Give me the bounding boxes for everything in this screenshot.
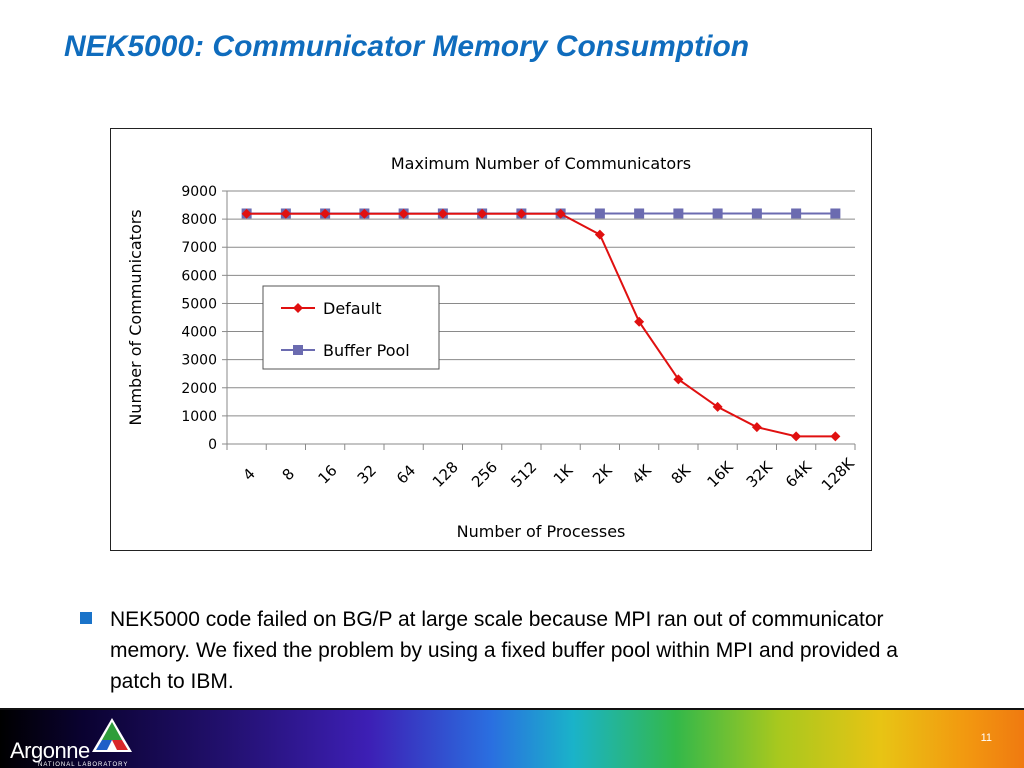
y-tick-label: 5000: [181, 296, 217, 312]
argonne-triangle-icon: [92, 718, 132, 752]
x-tick-label: 16K: [703, 457, 737, 491]
footer-bar: Argonne NATIONAL LABORATORY 11: [0, 708, 1024, 768]
legend-marker-buffer-pool: [293, 345, 303, 355]
y-tick-label: 9000: [181, 184, 217, 200]
data-point-default: [791, 431, 802, 442]
data-point-default: [320, 208, 331, 219]
x-tick-label: 8K: [668, 460, 695, 487]
data-point-default: [241, 208, 252, 219]
chart-title: Maximum Number of Communicators: [391, 154, 691, 173]
x-tick-label: 2K: [589, 460, 616, 487]
y-tick-label: 2000: [181, 381, 217, 397]
argonne-logo: Argonne NATIONAL LABORATORY: [6, 716, 146, 768]
data-point-default: [634, 316, 645, 327]
data-point-buffer-pool: [712, 208, 723, 219]
x-axis-title: Number of Processes: [457, 522, 626, 541]
data-point-default: [830, 431, 841, 442]
x-tick-label: 64: [393, 461, 419, 487]
data-point-buffer-pool: [751, 208, 762, 219]
x-tick-label: 128K: [818, 454, 859, 495]
x-tick-label: 32: [354, 461, 380, 487]
page-number: 11: [980, 732, 992, 744]
data-point-default: [477, 208, 488, 219]
x-tick-label: 1K: [550, 460, 577, 487]
y-tick-label: 1000: [181, 409, 217, 425]
data-point-default: [280, 208, 291, 219]
y-tick-label: 4000: [181, 325, 217, 341]
y-tick-label: 3000: [181, 353, 217, 369]
data-point-buffer-pool: [634, 208, 645, 219]
legend-marker-default: [293, 303, 303, 313]
data-point-default: [437, 208, 448, 219]
legend-label-buffer-pool: Buffer Pool: [323, 341, 410, 360]
bullet-square-icon: [80, 612, 92, 624]
legend-box: [262, 285, 440, 370]
y-axis-title: Number of Communicators: [126, 209, 145, 425]
y-tick-label: 7000: [181, 240, 217, 256]
y-tick-label: 6000: [181, 268, 217, 284]
x-tick-label: 4K: [628, 460, 655, 487]
legend: Default Buffer Pool: [262, 285, 440, 370]
bullet-list: NEK5000 code failed on BG/P at large sca…: [80, 604, 900, 697]
y-tick-label: 0: [208, 437, 217, 453]
data-point-buffer-pool: [594, 208, 605, 219]
x-tick-label: 256: [468, 458, 501, 491]
series-line-default: [246, 212, 836, 438]
data-point-default: [673, 374, 684, 385]
x-tick-label: 4: [239, 465, 258, 484]
data-point-default: [398, 208, 409, 219]
x-tick-label: 512: [507, 458, 540, 491]
data-point-default: [359, 208, 370, 219]
logo-subtitle: NATIONAL LABORATORY: [38, 762, 129, 768]
data-point-default: [594, 229, 605, 240]
chart-frame: Maximum Number of Communicators 0 1000 200…: [110, 128, 872, 551]
x-tick-label: 16: [314, 461, 340, 487]
slide-title: NEK5000: Communicator Memory Consumption: [64, 30, 750, 63]
line-chart: Maximum Number of Communicators 0 1000 200…: [126, 154, 859, 541]
bullet-text: NEK5000 code failed on BG/P at large sca…: [110, 608, 898, 693]
data-point-default: [516, 208, 527, 219]
data-point-default: [555, 208, 566, 219]
x-tick-label: 8: [279, 465, 298, 484]
data-point-default: [751, 422, 762, 433]
data-point-buffer-pool: [673, 208, 684, 219]
logo-name: Argonne: [10, 738, 90, 763]
x-tick-label: 64K: [782, 457, 816, 491]
legend-label-default: Default: [323, 299, 381, 318]
data-point-buffer-pool: [830, 208, 841, 219]
data-point-buffer-pool: [791, 208, 802, 219]
series-layer: [241, 208, 841, 442]
x-tick-label: 128: [429, 458, 462, 491]
data-point-default: [712, 401, 723, 412]
y-tick-label: 8000: [181, 212, 217, 228]
x-tick-label: 32K: [743, 457, 777, 491]
